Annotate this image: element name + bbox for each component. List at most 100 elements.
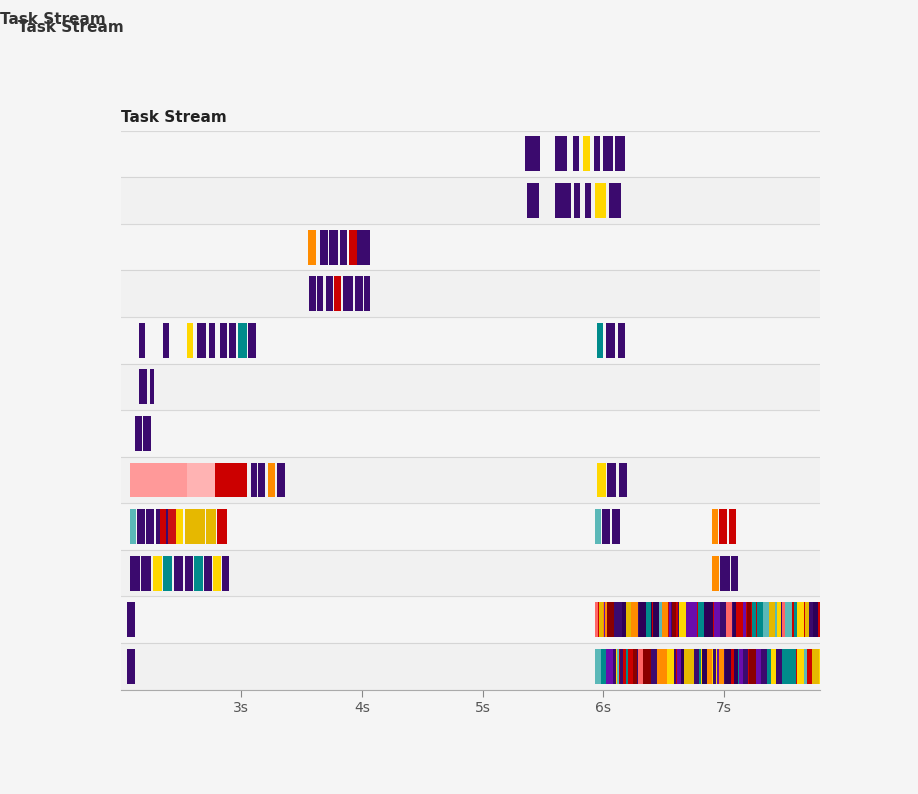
Bar [678,603,686,638]
Bar [637,649,643,684]
Bar [120,317,821,364]
Bar [601,649,606,684]
Bar [603,137,613,172]
Bar [130,509,136,544]
Bar [719,649,724,684]
Bar [792,649,796,684]
Bar [602,509,610,544]
Bar [767,649,771,684]
Bar [739,649,743,684]
Bar [595,649,821,684]
Bar [633,649,649,684]
Bar [222,556,230,591]
Bar [135,416,142,451]
Bar [613,649,617,684]
Bar [761,649,767,684]
Bar [555,183,571,218]
Bar [595,183,606,218]
Bar [120,643,821,690]
Bar [724,649,732,684]
Bar [786,649,792,684]
Bar [168,509,176,544]
Bar [798,603,804,638]
Bar [585,183,591,218]
Bar [120,131,821,177]
Bar [138,509,145,544]
Bar [615,137,625,172]
Text: Task Stream: Task Stream [120,110,227,125]
Bar [308,276,316,311]
Bar [633,649,637,684]
Bar [155,509,164,544]
Bar [700,603,711,638]
Bar [681,649,684,684]
Bar [776,649,781,684]
Bar [738,649,739,684]
Bar [651,603,653,638]
Bar [701,649,707,684]
Bar [610,183,621,218]
Bar [623,649,626,684]
Bar [756,649,761,684]
Bar [318,276,323,311]
Bar [162,323,169,358]
Bar [717,649,719,684]
Bar [330,229,338,264]
Bar [689,649,694,684]
Bar [525,137,541,172]
Bar [349,229,357,264]
Bar [693,603,698,638]
Bar [720,603,726,638]
Bar [792,603,794,638]
Bar [143,416,151,451]
Bar [753,649,756,684]
Bar [334,276,341,311]
Bar [621,603,626,638]
Bar [669,649,682,684]
Bar [620,649,622,684]
Bar [214,556,220,591]
Bar [686,603,693,638]
Bar [733,603,736,638]
Bar [120,503,821,550]
Bar [657,649,662,684]
Bar [662,603,668,638]
Bar [711,603,713,638]
Bar [794,603,798,638]
Bar [617,649,620,684]
Bar [744,649,748,684]
Bar [731,556,738,591]
Bar [714,603,720,638]
Bar [781,649,786,684]
Bar [618,323,625,358]
Bar [736,603,743,638]
Bar [721,556,730,591]
Bar [685,649,698,684]
Bar [621,603,645,638]
Bar [733,603,745,638]
Bar [772,649,776,684]
Bar [646,649,651,684]
Bar [782,603,785,638]
Bar [769,603,775,638]
Bar [606,323,615,358]
Bar [785,603,791,638]
Bar [619,463,627,498]
Bar [120,410,821,457]
Bar [219,323,227,358]
Bar [354,276,364,311]
Bar [120,271,821,317]
Bar [628,649,633,684]
Bar [141,556,151,591]
Bar [139,323,145,358]
Bar [732,649,733,684]
Bar [804,649,808,684]
Text: Task Stream: Task Stream [18,20,124,35]
Bar [174,556,184,591]
Bar [651,649,657,684]
Bar [146,509,154,544]
Bar [668,603,671,638]
Bar [187,323,193,358]
Bar [669,603,682,638]
Bar [714,603,730,638]
